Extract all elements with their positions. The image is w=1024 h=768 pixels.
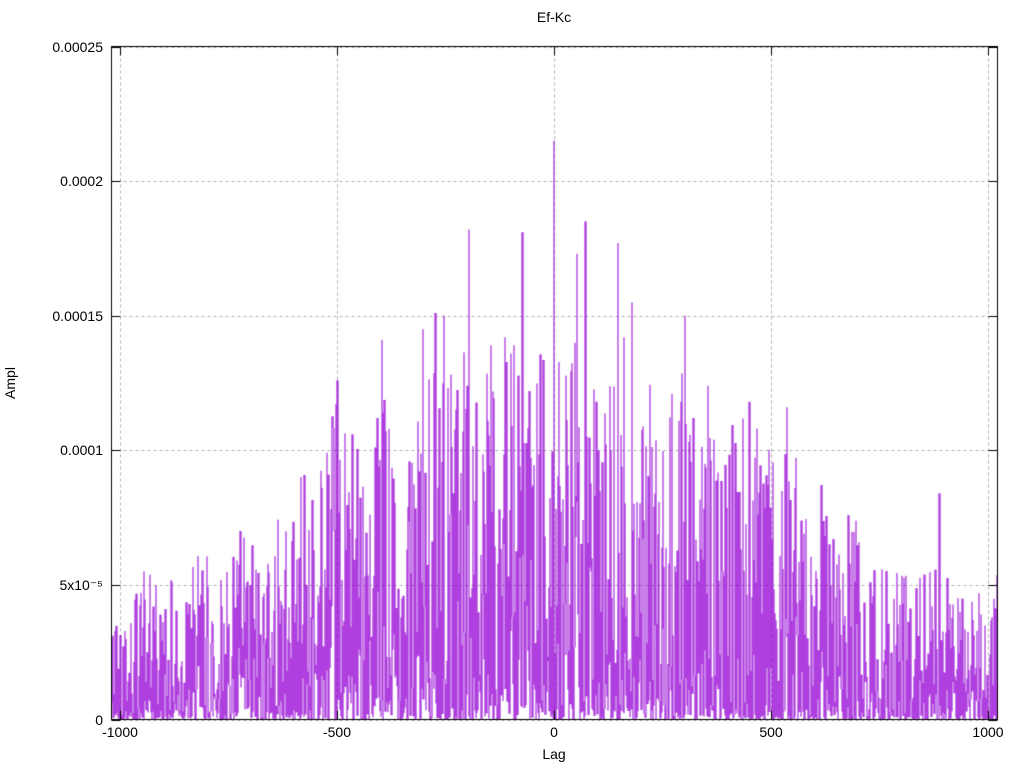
x-axis-label: Lag: [542, 746, 566, 762]
x-tick-label-1: -500: [322, 724, 352, 740]
y-tick-label-1: 5x10⁻⁵: [59, 577, 103, 593]
y-axis-label: Ampl: [2, 367, 18, 399]
y-tick-label-2: 0.0001: [60, 442, 103, 458]
x-tick-label-3: 500: [759, 724, 783, 740]
x-tick-label-2: 0: [550, 724, 558, 740]
y-tick-label-5: 0.00025: [52, 39, 103, 55]
y-tick-label-3: 0.00015: [52, 308, 103, 324]
y-tick-label-0: 0: [95, 712, 103, 728]
y-tick-label-4: 0.0002: [60, 173, 103, 189]
chart-title: Ef-Kc: [536, 9, 572, 25]
x-tick-label-0: -1000: [102, 724, 138, 740]
x-tick-label-4: 1000: [972, 724, 1004, 740]
